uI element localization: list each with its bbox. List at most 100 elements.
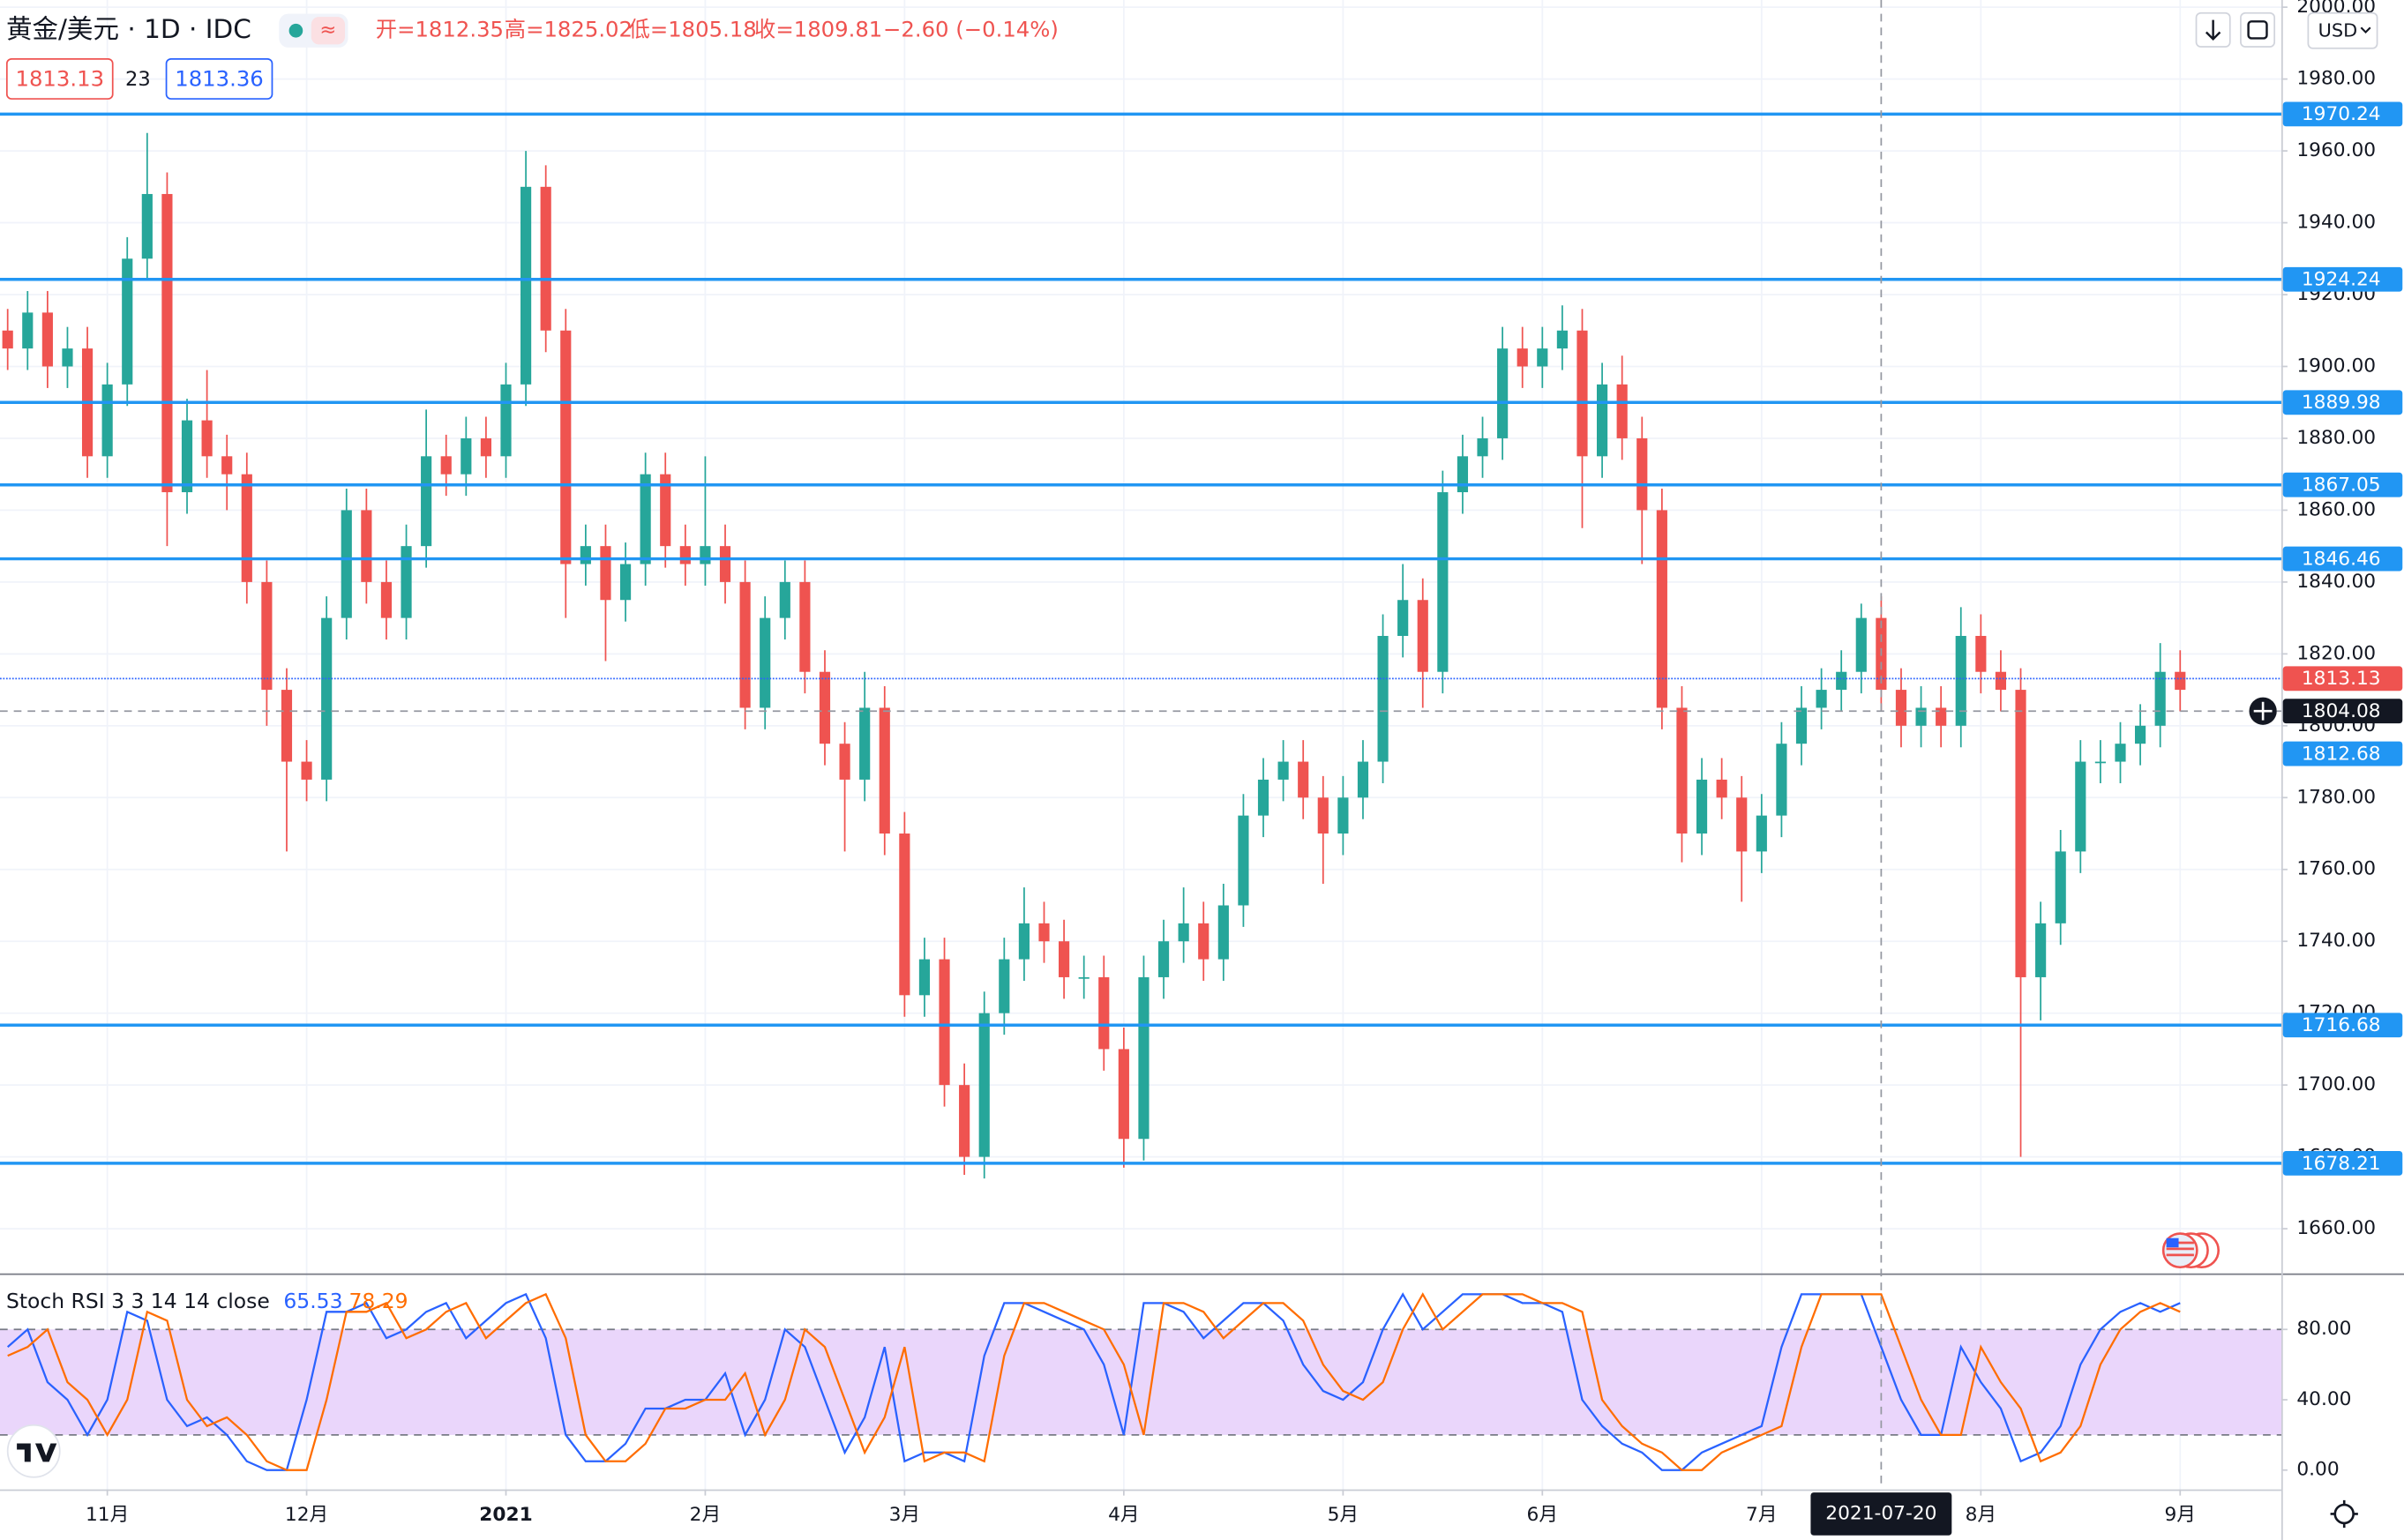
candle-body	[540, 186, 551, 331]
y-tick-label: 1780.00	[2296, 786, 2376, 808]
reset-button[interactable]	[2240, 11, 2276, 48]
candle-body	[819, 671, 831, 744]
y-tick-label: 1820.00	[2296, 642, 2376, 664]
candle-body	[1078, 976, 1090, 979]
candle-body	[640, 474, 651, 564]
candle-body	[421, 456, 432, 547]
candle-body	[600, 546, 611, 601]
x-tick-label: 11月	[86, 1504, 129, 1526]
candle-body	[1696, 779, 1708, 834]
delay-icon: ≈	[319, 19, 336, 41]
x-tick-label: 8月	[1966, 1504, 1997, 1526]
candle-body	[660, 474, 671, 547]
candle-body	[839, 744, 850, 780]
candle-body	[2175, 671, 2186, 691]
event-flags[interactable]	[2161, 1232, 2221, 1269]
candle-body	[161, 193, 173, 493]
price-label: 1813.13	[2302, 668, 2381, 690]
candle-body	[2075, 761, 2086, 852]
candle-body	[1497, 348, 1509, 438]
candle-body	[1357, 761, 1369, 798]
y-tick-label: 1700.00	[2296, 1073, 2376, 1095]
candle-body	[1936, 707, 1947, 726]
logo-badge[interactable]	[6, 1424, 61, 1478]
crosshair-price-label: 1804.08	[2302, 700, 2381, 722]
candle-body	[241, 474, 252, 582]
sell-price: 1813.13	[15, 65, 104, 91]
candle-body	[41, 312, 53, 367]
candle-body	[380, 581, 393, 618]
candle-body	[1098, 976, 1110, 1050]
price-box	[2282, 741, 2403, 766]
candle-body	[1756, 815, 1767, 852]
indicator-value: 65.53	[283, 1289, 342, 1313]
candle-body	[1018, 923, 1030, 960]
currency-label: USD	[2318, 20, 2358, 41]
sell-box[interactable]	[5, 58, 114, 100]
buy-box[interactable]	[165, 58, 273, 100]
stoch-band	[0, 1329, 2281, 1435]
candle-body	[22, 312, 34, 349]
ohlc-legend: 开=1812.35 高=1825.02低=1805.18收=1809.81 −2.6…	[376, 17, 1059, 42]
currency-select[interactable]	[2307, 11, 2378, 49]
candle-body	[480, 437, 491, 457]
hline-label: 1867.05	[2302, 475, 2381, 497]
y-tick-label: 40.00	[2296, 1388, 2351, 1410]
crosshair-date-label: 2021-07-20	[1825, 1502, 1936, 1524]
candle-body	[1298, 761, 1309, 798]
candle-body	[1537, 348, 1548, 367]
hline-label: 1924.24	[2302, 269, 2381, 291]
indicator-value: 78.29	[348, 1289, 408, 1313]
candle-body	[1795, 707, 1808, 744]
x-tick-label: 2月	[690, 1504, 722, 1526]
y-tick-label: 1740.00	[2296, 930, 2376, 952]
x-tick-label: 6月	[1527, 1504, 1559, 1526]
hline-label: 1678.21	[2302, 1153, 2381, 1175]
y-tick-label: 1940.00	[2296, 212, 2376, 234]
stoch-line	[6, 1292, 2181, 1471]
hline-box	[2282, 101, 2403, 127]
candle-body	[1517, 348, 1528, 367]
y-tick-label: 1960.00	[2296, 139, 2376, 161]
candle-body	[619, 564, 632, 601]
candle-body	[2, 330, 13, 349]
y-tick-label: 1760.00	[2296, 858, 2376, 880]
ohlc-value: −2.60 (−0.14%)	[883, 17, 1059, 42]
hline-label: 1889.98	[2302, 392, 2381, 414]
ohlc-value: 收=1809.81	[754, 17, 882, 42]
candle-body	[1238, 815, 1249, 906]
hline-label: 1716.68	[2302, 1014, 2381, 1036]
candle-body	[1198, 923, 1209, 960]
candle-body	[281, 690, 293, 762]
candle-body	[1895, 690, 1907, 726]
grid	[0, 0, 2281, 1490]
x-tick-label: 5月	[1328, 1504, 1359, 1526]
hline-label: 1970.24	[2302, 103, 2381, 125]
candle-body	[221, 456, 233, 475]
candle-body	[2035, 923, 2047, 977]
candle-body	[959, 1085, 970, 1157]
candle-body	[2154, 671, 2166, 726]
candle-body	[939, 959, 950, 1086]
ohlc-value: 开=1812.35	[376, 17, 504, 42]
candle-body	[1217, 905, 1229, 960]
candle-body	[1616, 384, 1628, 438]
candle-body	[1317, 797, 1329, 834]
candle-body	[1855, 617, 1867, 672]
candle-body	[1477, 437, 1488, 457]
candle-body	[500, 384, 512, 457]
y-tick-label: 80.00	[2296, 1318, 2351, 1340]
crosshair-date-box	[1810, 1492, 1952, 1536]
candle-body	[1457, 456, 1469, 493]
candle-body	[739, 581, 751, 708]
ohlc-value: 低=1805.18	[629, 17, 757, 42]
hline-box	[2282, 266, 2403, 292]
candle-body	[201, 420, 213, 457]
spread: 23	[125, 68, 151, 91]
candle-body	[1397, 600, 1409, 636]
delay-badge	[311, 17, 346, 45]
market-open-dot	[288, 23, 303, 38]
symbol-title: 黄金/美元 · 1D · IDC	[6, 14, 251, 44]
candle-body	[1138, 976, 1150, 1140]
